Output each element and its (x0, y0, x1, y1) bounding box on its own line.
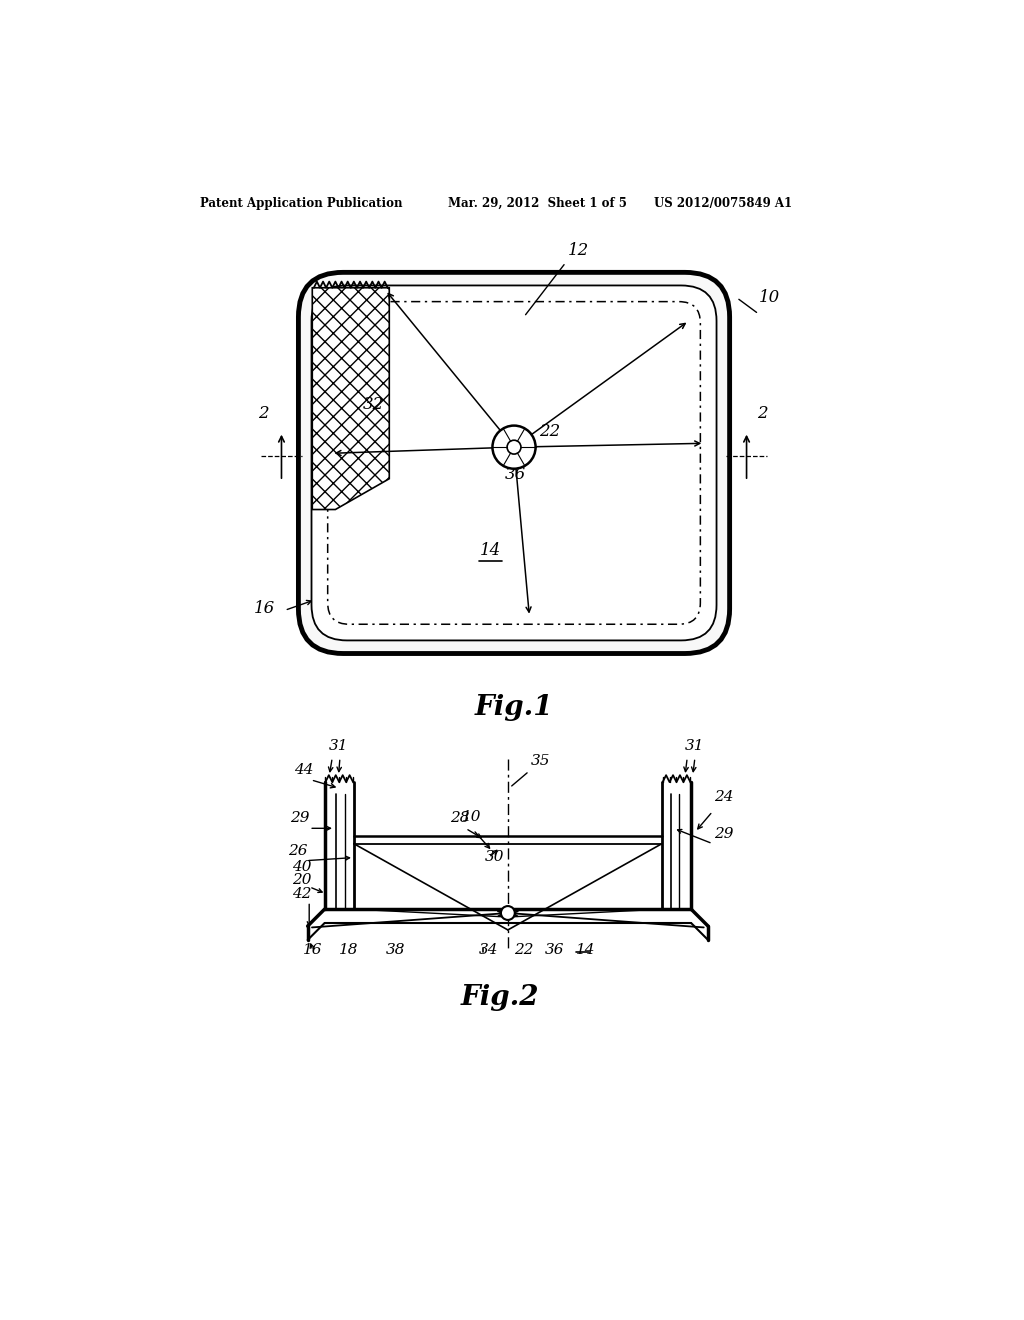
Text: 35: 35 (531, 754, 551, 768)
Text: Patent Application Publication: Patent Application Publication (200, 197, 402, 210)
Text: 10: 10 (462, 809, 481, 824)
Text: 22: 22 (540, 422, 561, 440)
Text: 16: 16 (254, 601, 275, 618)
Text: 2: 2 (757, 405, 767, 422)
Circle shape (493, 425, 536, 469)
Polygon shape (312, 288, 389, 510)
Text: 22: 22 (514, 942, 534, 957)
Text: 10: 10 (759, 289, 780, 306)
Text: 44: 44 (294, 763, 313, 777)
Text: 36: 36 (545, 942, 564, 957)
Text: 32: 32 (362, 396, 384, 413)
Text: 42: 42 (292, 887, 311, 900)
Circle shape (507, 441, 521, 454)
Text: 18: 18 (339, 942, 358, 957)
Text: 16: 16 (303, 942, 323, 957)
Text: 2: 2 (258, 405, 269, 422)
Text: 36: 36 (505, 466, 526, 483)
Text: Fig.2: Fig.2 (461, 985, 540, 1011)
Text: US 2012/0075849 A1: US 2012/0075849 A1 (654, 197, 793, 210)
Text: 20: 20 (292, 873, 311, 887)
Text: 34: 34 (478, 942, 498, 957)
Text: 31: 31 (330, 739, 349, 752)
Text: 28: 28 (451, 810, 470, 825)
Text: 29: 29 (290, 810, 309, 825)
Text: 38: 38 (386, 942, 406, 957)
Text: 14: 14 (479, 543, 501, 558)
Text: Fig.1: Fig.1 (475, 694, 553, 721)
Text: Mar. 29, 2012  Sheet 1 of 5: Mar. 29, 2012 Sheet 1 of 5 (447, 197, 627, 210)
Text: 26: 26 (288, 845, 307, 858)
Text: 31: 31 (685, 739, 705, 752)
Text: 14: 14 (575, 942, 595, 957)
Text: 24: 24 (714, 791, 734, 804)
FancyBboxPatch shape (298, 272, 730, 653)
FancyBboxPatch shape (311, 285, 717, 640)
Circle shape (501, 906, 515, 920)
Text: 29: 29 (714, 826, 734, 841)
Text: 12: 12 (568, 243, 589, 260)
Text: 30: 30 (484, 850, 504, 863)
Text: 40: 40 (292, 859, 311, 874)
